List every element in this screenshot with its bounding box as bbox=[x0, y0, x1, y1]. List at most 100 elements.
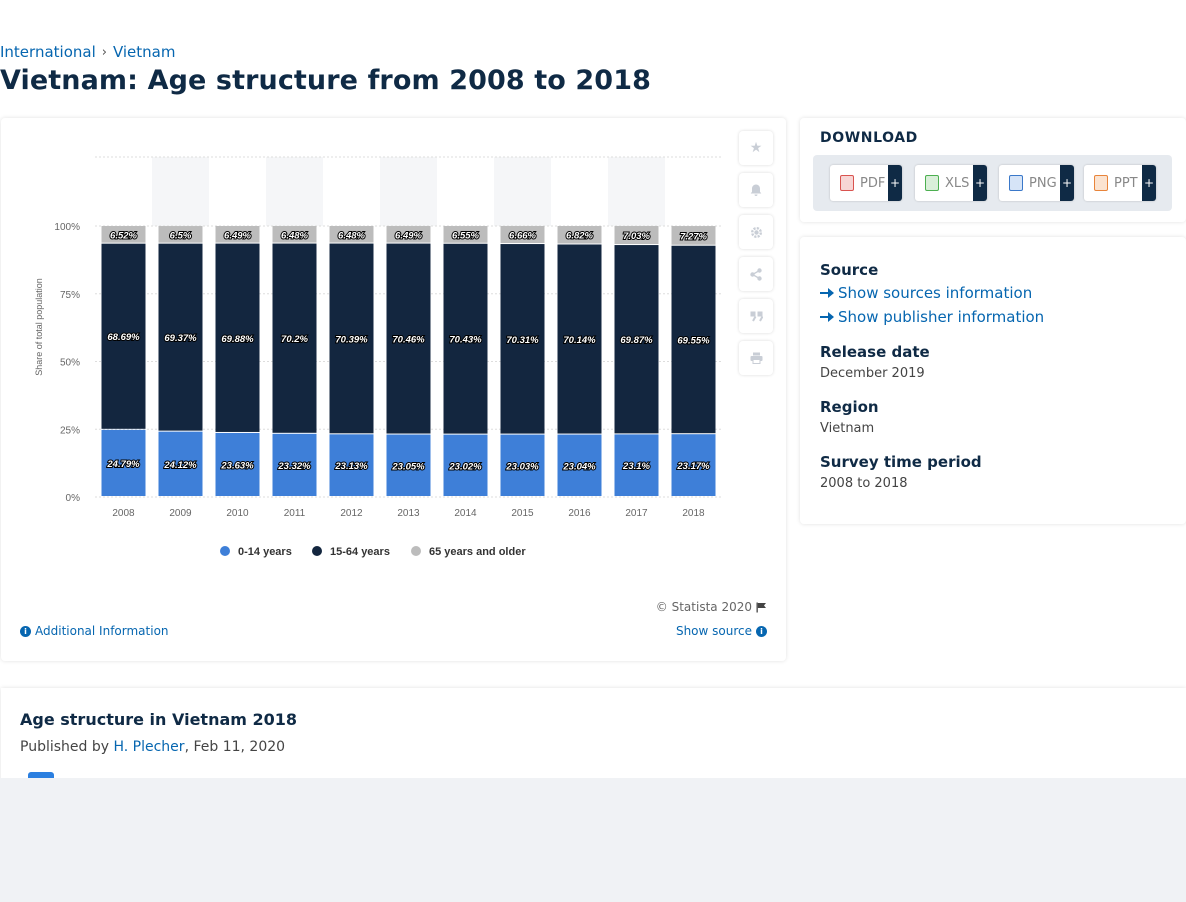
bar-segment bbox=[272, 226, 317, 243]
share-icon bbox=[750, 267, 762, 281]
notification-button[interactable] bbox=[739, 173, 773, 207]
data-label: 23.63% bbox=[220, 460, 254, 471]
bar-segment bbox=[329, 226, 374, 243]
x-tick-label: 2011 bbox=[284, 508, 306, 519]
download-pdf-label: PDF bbox=[860, 175, 886, 191]
source-label: Source bbox=[820, 261, 879, 279]
x-tick-label: 2016 bbox=[568, 508, 591, 519]
data-label: 6.48% bbox=[338, 230, 365, 241]
show-source-link[interactable]: Show source i bbox=[676, 624, 767, 638]
bar-segment bbox=[614, 226, 659, 245]
data-label: 69.87% bbox=[620, 335, 653, 346]
author-link[interactable]: H. Plecher bbox=[113, 739, 185, 755]
print-button[interactable] bbox=[739, 341, 773, 375]
bar-segment bbox=[329, 243, 374, 434]
bar-segment bbox=[614, 245, 659, 434]
bar-segment bbox=[101, 243, 146, 429]
data-label: 6.82% bbox=[566, 231, 593, 242]
bar-segment bbox=[158, 226, 203, 243]
bar-segment bbox=[386, 434, 431, 496]
legend-label: 65 years and older bbox=[429, 546, 526, 558]
additional-information-label: Additional Information bbox=[35, 624, 169, 638]
plus-icon: + bbox=[888, 165, 902, 201]
flag-icon[interactable] bbox=[756, 602, 767, 613]
bar-segment bbox=[158, 431, 203, 496]
region-label: Region bbox=[820, 398, 879, 416]
release-date-value: December 2019 bbox=[820, 366, 925, 381]
breadcrumb: International › Vietnam bbox=[0, 43, 175, 61]
data-label: 70.43% bbox=[449, 335, 482, 346]
bar-segment bbox=[614, 434, 659, 496]
data-label: 23.03% bbox=[505, 461, 539, 472]
column-band bbox=[608, 157, 665, 226]
breadcrumb-vietnam[interactable]: Vietnam bbox=[112, 43, 176, 61]
x-tick-label: 2013 bbox=[397, 508, 420, 519]
data-label: 6.55% bbox=[452, 230, 479, 241]
info-icon: i bbox=[20, 625, 31, 637]
description-title: Age structure in Vietnam 2018 bbox=[20, 710, 298, 729]
bar-segment bbox=[272, 433, 317, 496]
legend-label: 0-14 years bbox=[238, 546, 292, 558]
bar-segment bbox=[158, 243, 203, 431]
data-label: 68.69% bbox=[107, 332, 140, 343]
column-band bbox=[266, 157, 323, 226]
data-label: 7.27% bbox=[680, 231, 707, 242]
copyright-text: © Statista 2020 bbox=[655, 600, 752, 614]
x-tick-label: 2008 bbox=[112, 508, 135, 519]
data-label: 70.2% bbox=[281, 334, 308, 345]
download-ppt-button[interactable]: PPT + bbox=[1084, 165, 1156, 201]
legend-label: 15-64 years bbox=[330, 546, 390, 558]
x-tick-label: 2018 bbox=[682, 508, 705, 519]
bell-icon bbox=[750, 184, 762, 196]
arrow-right-icon bbox=[820, 312, 834, 322]
cite-button[interactable] bbox=[739, 299, 773, 333]
info-icon: i bbox=[756, 625, 767, 637]
pdf-file-icon bbox=[840, 175, 854, 191]
arrow-right-icon bbox=[820, 288, 834, 298]
column-band bbox=[494, 157, 551, 226]
bar-segment bbox=[557, 434, 602, 496]
download-card: DOWNLOAD PDF + XLS + PNG + PPT + bbox=[800, 118, 1186, 222]
plus-icon: + bbox=[1060, 165, 1074, 201]
additional-information-link[interactable]: i Additional Information bbox=[20, 624, 169, 638]
gear-icon bbox=[750, 226, 762, 238]
bar-segment bbox=[443, 434, 488, 496]
x-tick-label: 2012 bbox=[340, 508, 363, 519]
data-label: 23.13% bbox=[334, 461, 368, 472]
data-label: 24.12% bbox=[163, 460, 197, 471]
download-title: DOWNLOAD bbox=[820, 130, 918, 146]
bar-segment bbox=[215, 243, 260, 432]
data-label: 69.37% bbox=[164, 333, 197, 344]
show-publisher-link[interactable]: Show publisher information bbox=[820, 308, 1044, 326]
bar-segment bbox=[500, 244, 545, 434]
data-label: 70.14% bbox=[563, 335, 596, 346]
data-label: 23.05% bbox=[391, 461, 425, 472]
share-button[interactable] bbox=[739, 257, 773, 291]
survey-period-value: 2008 to 2018 bbox=[820, 476, 908, 491]
bar-segment bbox=[500, 226, 545, 244]
bar-segment bbox=[101, 429, 146, 496]
bar-segment bbox=[215, 432, 260, 496]
settings-button[interactable] bbox=[739, 215, 773, 249]
bar-segment bbox=[443, 243, 488, 434]
data-label: 23.04% bbox=[562, 461, 596, 472]
print-icon bbox=[750, 352, 762, 364]
favorite-button[interactable]: ★ bbox=[739, 131, 773, 165]
release-date-label: Release date bbox=[820, 343, 930, 361]
download-pdf-button[interactable]: PDF + bbox=[830, 165, 902, 201]
data-label: 23.17% bbox=[676, 461, 710, 472]
download-png-button[interactable]: PNG + bbox=[999, 165, 1074, 201]
plus-icon: + bbox=[973, 165, 987, 201]
data-label: 7.03% bbox=[623, 231, 650, 242]
bar-segment bbox=[557, 244, 602, 434]
x-tick-label: 2015 bbox=[511, 508, 534, 519]
x-tick-label: 2009 bbox=[169, 508, 192, 519]
bar-segment bbox=[671, 226, 716, 245]
show-source-label: Show source bbox=[675, 624, 752, 638]
download-xls-button[interactable]: XLS + bbox=[915, 165, 987, 201]
show-sources-label: Show sources information bbox=[838, 284, 1033, 302]
data-label: 6.52% bbox=[110, 230, 137, 241]
show-sources-link[interactable]: Show sources information bbox=[820, 284, 1032, 302]
data-label: 24.79% bbox=[106, 459, 140, 470]
breadcrumb-international[interactable]: International bbox=[0, 43, 96, 61]
